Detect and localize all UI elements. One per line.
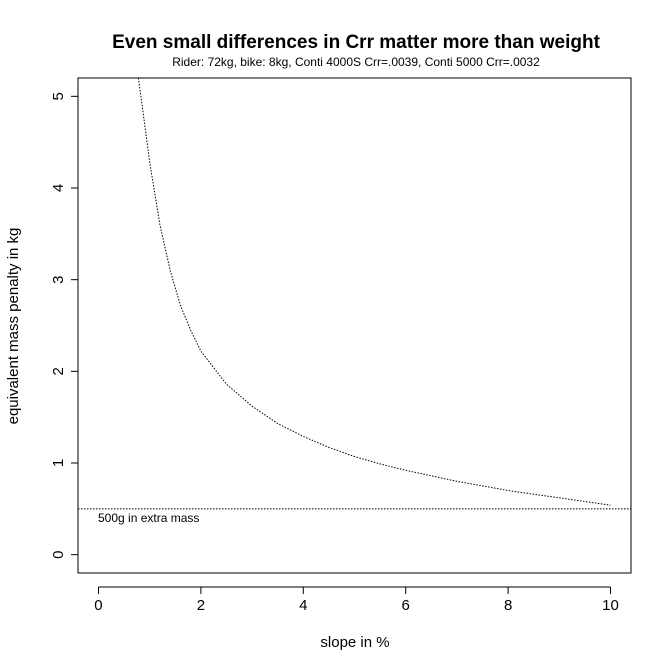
plot-frame bbox=[77, 77, 632, 574]
y-axis-label: equivalent mass penalty in kg bbox=[5, 228, 22, 425]
reference-line-label: 500g in extra mass bbox=[98, 511, 199, 525]
y-tick-label: 3 bbox=[50, 275, 67, 283]
y-tick-label: 5 bbox=[50, 92, 67, 100]
chart-title: Even small differences in Crr matter mor… bbox=[112, 32, 600, 53]
x-tick-label: 2 bbox=[197, 597, 205, 614]
x-tick-label: 8 bbox=[504, 597, 512, 614]
y-tick-label: 0 bbox=[50, 550, 67, 558]
x-tick-label: 6 bbox=[402, 597, 410, 614]
x-axis: 0 2 4 6 8 10 bbox=[94, 586, 619, 614]
x-axis-label: slope in % bbox=[320, 634, 389, 651]
series-line-0 bbox=[137, 78, 611, 506]
y-axis: 0 1 2 3 4 5 bbox=[50, 92, 79, 559]
x-tick-label: 4 bbox=[299, 597, 307, 614]
x-tick-label: 10 bbox=[602, 597, 619, 614]
y-tick-label: 4 bbox=[50, 184, 67, 192]
x-tick-label: 0 bbox=[94, 597, 102, 614]
y-tick-label: 2 bbox=[50, 367, 67, 375]
y-tick-label: 1 bbox=[50, 459, 67, 467]
chart-subtitle: Rider: 72kg, bike: 8kg, Conti 4000S Crr=… bbox=[172, 55, 540, 69]
series-layer bbox=[78, 78, 631, 510]
